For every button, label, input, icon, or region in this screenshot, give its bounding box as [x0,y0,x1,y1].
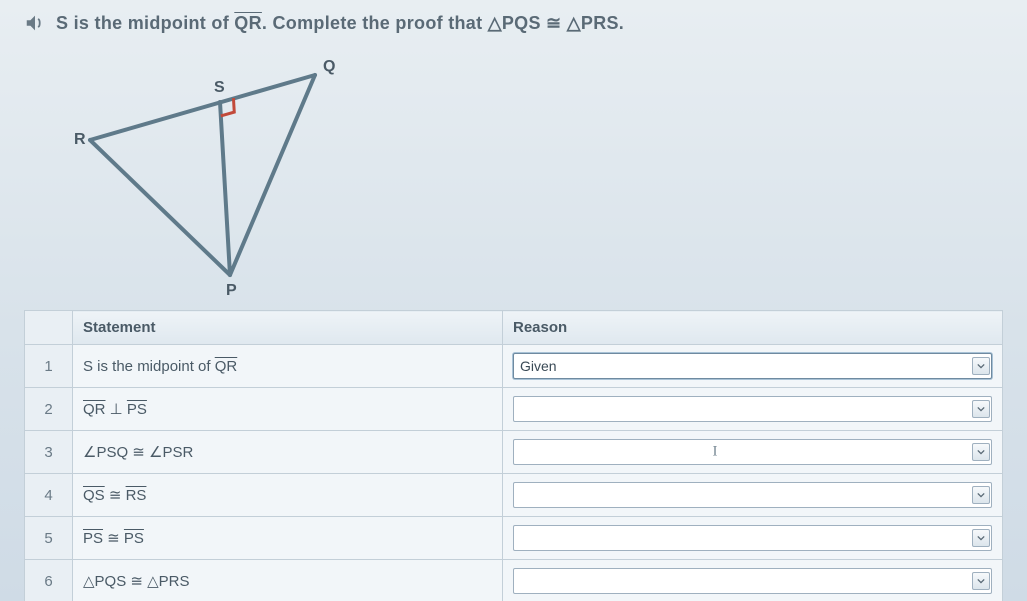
chevron-down-icon [977,362,985,370]
table-row: 3∠PSQ ≅ ∠PSR I [25,431,1003,474]
statement-cell: △PQS ≅ △PRS [73,560,503,601]
triangle-svg: R Q S P [70,50,370,300]
prompt-mid: . Complete the proof that △PQS ≅ △PRS. [262,13,624,33]
header-blank [25,311,73,345]
header-reason: Reason [503,311,1003,345]
reason-dropdown-button[interactable] [972,529,990,547]
row-number: 2 [25,388,73,431]
row-number: 5 [25,517,73,560]
reason-cell [503,345,1003,388]
proof-table-wrap: Statement Reason 1S is the midpoint of Q… [24,310,1003,601]
reason-input[interactable] [513,525,992,551]
reason-input[interactable] [513,482,992,508]
table-row: 5PS ≅ PS [25,517,1003,560]
reason-input[interactable] [513,353,992,379]
chevron-down-icon [977,448,985,456]
reason-dropdown-button[interactable] [972,357,990,375]
row-number: 1 [25,345,73,388]
table-row: 2QR ⊥ PS [25,388,1003,431]
statement-cell: QS ≅ RS [73,474,503,517]
svg-text:S: S [214,79,225,96]
audio-icon[interactable] [24,12,46,34]
proof-table: Statement Reason 1S is the midpoint of Q… [24,310,1003,601]
table-row: 4QS ≅ RS [25,474,1003,517]
reason-input[interactable] [513,439,992,465]
svg-text:R: R [74,131,86,148]
reason-dropdown-button[interactable] [972,443,990,461]
reason-cell [503,560,1003,601]
row-number: 3 [25,431,73,474]
statement-cell: QR ⊥ PS [73,388,503,431]
reason-cell: I [503,431,1003,474]
statement-cell: PS ≅ PS [73,517,503,560]
statement-cell: ∠PSQ ≅ ∠PSR [73,431,503,474]
table-row: 1S is the midpoint of QR [25,345,1003,388]
chevron-down-icon [977,405,985,413]
reason-cell [503,517,1003,560]
text-cursor: I [713,444,718,461]
reason-dropdown-button[interactable] [972,400,990,418]
svg-text:P: P [226,282,237,299]
row-number: 6 [25,560,73,601]
statement-cell: S is the midpoint of QR [73,345,503,388]
prompt-seg1: QR [234,13,262,33]
prompt-pre: S is the midpoint of [56,13,234,33]
reason-input[interactable] [513,396,992,422]
chevron-down-icon [977,491,985,499]
reason-cell [503,474,1003,517]
chevron-down-icon [977,577,985,585]
table-header-row: Statement Reason [25,311,1003,345]
question-prompt: S is the midpoint of QR. Complete the pr… [24,12,624,34]
header-statement: Statement [73,311,503,345]
svg-text:Q: Q [323,58,335,75]
row-number: 4 [25,474,73,517]
prompt-text: S is the midpoint of QR. Complete the pr… [56,13,624,34]
table-row: 6△PQS ≅ △PRS [25,560,1003,601]
reason-dropdown-button[interactable] [972,486,990,504]
reason-input[interactable] [513,568,992,594]
reason-cell [503,388,1003,431]
reason-dropdown-button[interactable] [972,572,990,590]
triangle-figure: RQSP [70,50,390,290]
chevron-down-icon [977,534,985,542]
